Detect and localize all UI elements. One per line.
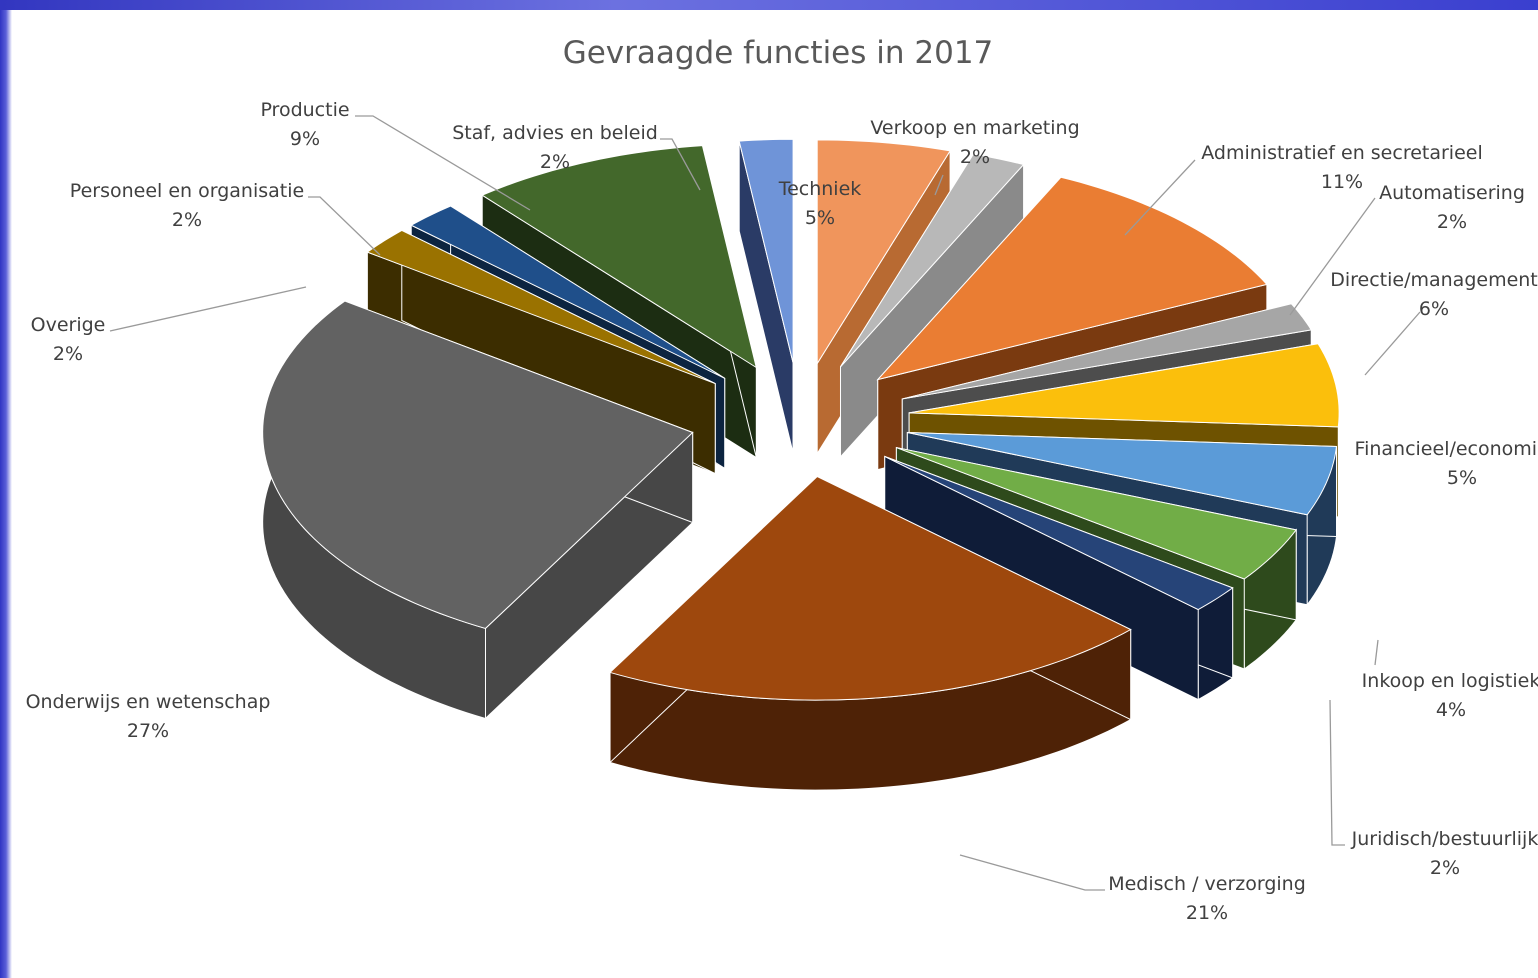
slice-staf-advies-en-beleid: [738, 138, 794, 454]
leader-personeel-en-organisatie: [308, 196, 381, 256]
leader-inkoop-en-logistiek: [1374, 639, 1379, 666]
chart-title: Gevraagde functies in 2017: [563, 35, 994, 71]
slice-top-directie-management: [909, 343, 1340, 428]
label-techniek: Techniek: [778, 178, 862, 200]
value-label-verkoop-en-marketing: 2%: [960, 146, 990, 168]
slide-top-border: [0, 0, 1538, 10]
slice-onderwijs-en-wetenschap: [262, 300, 694, 720]
slice-top-inkoop-en-logistiek: [896, 447, 1298, 580]
leader-directie-management: [1364, 311, 1421, 376]
slice-top-administratief-en-secretarieel: [876, 176, 1268, 381]
value-label-productie: 9%: [290, 128, 320, 150]
slice-medisch-verzorging: [609, 475, 1132, 791]
slice-top-overige: [366, 229, 716, 385]
slice-top-personeel-en-organisatie: [410, 205, 725, 379]
leader-staf-advies-en-beleid: [660, 138, 701, 191]
leader-medisch-verzorging: [959, 854, 1105, 891]
leader-juridisch-bestuurlijk: [1329, 699, 1345, 846]
label-onderwijs-en-wetenschap: Onderwijs en wetenschap: [26, 691, 271, 713]
slice-top-financieel-economisch: [907, 431, 1338, 516]
label-inkoop-en-logistiek: Inkoop en logistiek: [1362, 670, 1538, 692]
label-verkoop-en-marketing: Verkoop en marketing: [870, 117, 1079, 139]
slice-top-verkoop-en-marketing: [840, 153, 1025, 368]
leader-productie: [355, 115, 531, 211]
value-label-automatisering: 2%: [1437, 211, 1467, 233]
label-directie-management: Directie/management: [1330, 269, 1538, 291]
label-staf-advies-en-beleid: Staf, advies en beleid: [452, 122, 658, 144]
label-juridisch-bestuurlijk: Juridisch/bestuurlijk: [1351, 828, 1538, 850]
value-label-administratief-en-secretarieel: 11%: [1321, 171, 1363, 193]
label-financieel-economisch: Financieel/economisch: [1355, 438, 1538, 460]
value-label-inkoop-en-logistiek: 4%: [1436, 699, 1466, 721]
slice-top-automatisering: [902, 303, 1313, 400]
label-medisch-verzorging: Medisch / verzorging: [1108, 873, 1306, 895]
value-label-financieel-economisch: 5%: [1447, 467, 1477, 489]
leader-lines: [109, 115, 1421, 891]
leader-administratief-en-secretarieel: [1124, 159, 1196, 236]
leader-automatisering: [1289, 197, 1376, 316]
leader-overige: [109, 286, 307, 332]
value-label-staf-advies-en-beleid: 2%: [540, 151, 570, 173]
value-label-overige: 2%: [53, 343, 83, 365]
value-label-personeel-en-organisatie: 2%: [172, 209, 202, 231]
slice-top-juridisch-bestuurlijk: [884, 455, 1234, 611]
value-label-medisch-verzorging: 21%: [1186, 902, 1228, 924]
value-label-juridisch-bestuurlijk: 2%: [1430, 857, 1460, 879]
slice-top-staf-advies-en-beleid: [738, 138, 794, 364]
label-automatisering: Automatisering: [1379, 182, 1525, 204]
label-administratief-en-secretarieel: Administratief en secretarieel: [1201, 142, 1483, 164]
label-personeel-en-organisatie: Personeel en organisatie: [70, 180, 304, 202]
pie-slices: [262, 138, 1340, 791]
slice-top-productie: [481, 145, 758, 369]
label-productie: Productie: [260, 99, 349, 121]
slice-labels: Techniek 5% Verkoop en marketing 2% Administ…: [26, 99, 1538, 924]
value-label-techniek: 5%: [805, 207, 835, 229]
value-label-onderwijs-en-wetenschap: 27%: [127, 720, 169, 742]
slice-top-medisch-verzorging: [609, 475, 1132, 701]
value-label-directie-management: 6%: [1419, 298, 1449, 320]
leader-verkoop-en-marketing: [934, 174, 944, 196]
slice-top-onderwijs-en-wetenschap: [262, 300, 694, 629]
slice-top-techniek: [816, 139, 951, 366]
label-overige: Overige: [31, 314, 106, 336]
